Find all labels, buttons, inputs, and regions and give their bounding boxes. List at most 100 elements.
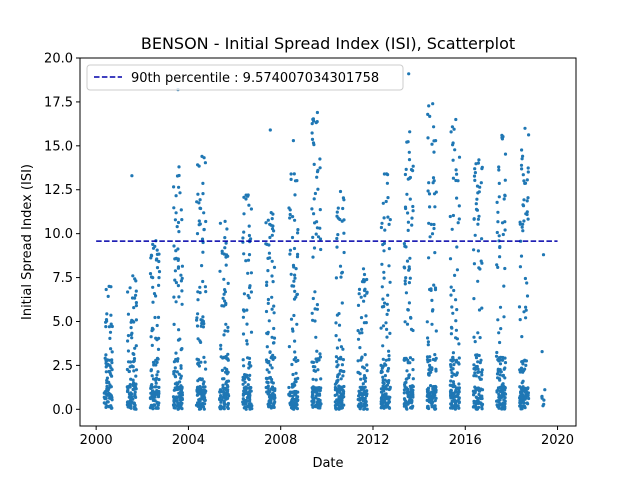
data-point bbox=[333, 382, 337, 386]
data-point bbox=[476, 249, 480, 253]
data-point bbox=[360, 331, 364, 335]
data-point bbox=[476, 386, 480, 390]
data-point bbox=[523, 358, 527, 362]
data-point bbox=[519, 366, 524, 370]
data-point bbox=[127, 385, 131, 389]
data-point bbox=[224, 263, 228, 267]
data-point bbox=[498, 368, 502, 372]
data-point bbox=[204, 290, 208, 294]
data-point bbox=[426, 343, 430, 347]
data-point bbox=[109, 395, 113, 399]
data-point bbox=[246, 193, 250, 197]
data-point bbox=[172, 403, 176, 407]
data-point bbox=[503, 228, 507, 232]
data-point bbox=[150, 383, 154, 387]
data-point bbox=[333, 388, 337, 392]
data-point bbox=[480, 167, 484, 171]
data-point bbox=[432, 192, 437, 196]
data-point bbox=[387, 264, 391, 268]
data-point bbox=[407, 268, 411, 272]
data-point bbox=[130, 364, 134, 368]
data-point bbox=[246, 386, 250, 390]
data-point bbox=[335, 360, 339, 364]
data-point bbox=[247, 224, 251, 228]
data-point bbox=[290, 235, 295, 240]
data-point bbox=[336, 233, 340, 237]
data-point bbox=[503, 361, 508, 365]
data-point bbox=[109, 406, 113, 410]
data-point bbox=[479, 181, 483, 185]
data-point bbox=[432, 222, 436, 227]
data-point bbox=[242, 212, 246, 216]
data-point bbox=[154, 258, 158, 262]
data-point bbox=[249, 271, 253, 275]
data-point bbox=[356, 337, 361, 341]
data-point bbox=[479, 387, 483, 391]
data-point bbox=[361, 382, 365, 386]
data-point bbox=[223, 387, 227, 391]
data-point bbox=[155, 323, 159, 328]
data-point bbox=[379, 326, 383, 330]
data-point bbox=[498, 340, 502, 345]
data-point bbox=[451, 158, 455, 162]
data-point bbox=[480, 306, 484, 310]
data-point bbox=[407, 301, 411, 305]
data-point bbox=[411, 204, 415, 209]
data-point bbox=[478, 336, 482, 340]
data-point bbox=[407, 150, 411, 154]
data-point bbox=[266, 301, 270, 305]
data-point bbox=[431, 176, 436, 180]
data-point bbox=[500, 136, 504, 140]
data-point bbox=[380, 285, 384, 289]
data-point bbox=[503, 376, 507, 380]
data-point bbox=[128, 383, 132, 387]
data-point bbox=[526, 217, 530, 221]
data-point bbox=[226, 396, 230, 400]
data-point bbox=[357, 287, 362, 291]
data-point bbox=[311, 296, 315, 301]
data-point bbox=[218, 221, 222, 225]
data-point bbox=[126, 349, 130, 353]
data-point bbox=[408, 276, 412, 280]
data-point bbox=[246, 383, 250, 387]
data-point bbox=[384, 384, 388, 389]
data-point bbox=[410, 398, 414, 403]
data-point bbox=[296, 228, 300, 232]
data-point bbox=[105, 376, 109, 380]
data-point bbox=[473, 233, 477, 237]
data-point bbox=[527, 396, 531, 401]
data-point bbox=[201, 401, 205, 405]
data-point bbox=[199, 360, 203, 364]
data-point bbox=[474, 405, 478, 409]
data-point bbox=[403, 279, 407, 283]
data-point bbox=[154, 392, 158, 396]
data-point bbox=[155, 389, 159, 393]
data-point bbox=[365, 277, 369, 282]
data-point bbox=[408, 197, 412, 201]
data-point bbox=[197, 364, 201, 368]
data-point bbox=[454, 117, 458, 122]
data-point bbox=[432, 125, 436, 129]
data-point bbox=[173, 374, 177, 378]
data-point bbox=[540, 395, 544, 399]
data-point bbox=[434, 396, 438, 400]
data-point bbox=[179, 273, 183, 277]
data-point bbox=[496, 386, 501, 390]
data-point bbox=[244, 402, 248, 406]
data-point bbox=[365, 290, 369, 294]
data-point bbox=[219, 394, 223, 398]
data-point bbox=[177, 185, 181, 189]
data-point bbox=[430, 309, 435, 313]
chart-title: BENSON - Initial Spread Index (ISI), Sca… bbox=[141, 34, 515, 53]
data-point bbox=[293, 380, 297, 384]
data-point bbox=[451, 176, 455, 180]
data-point bbox=[543, 388, 547, 392]
data-point bbox=[387, 247, 391, 251]
data-point bbox=[110, 324, 114, 329]
data-point bbox=[265, 280, 269, 284]
data-point bbox=[388, 218, 392, 222]
data-point bbox=[476, 367, 480, 371]
data-point bbox=[451, 311, 455, 315]
data-point bbox=[380, 398, 384, 403]
